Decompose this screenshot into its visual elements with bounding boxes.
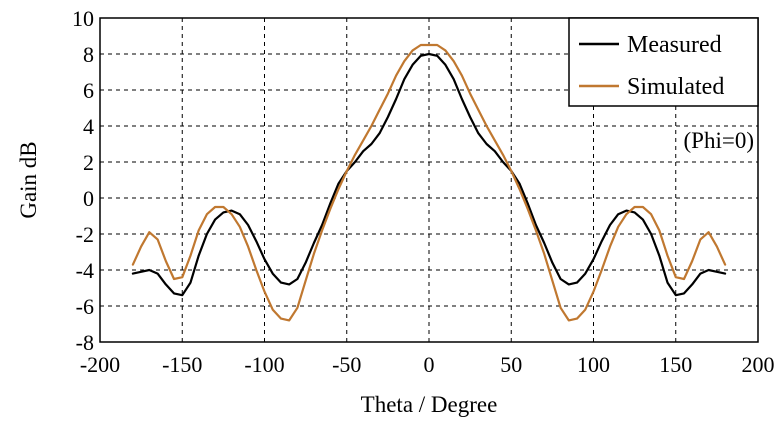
y-tick-label: 8 [83, 42, 94, 67]
x-tick-label: 100 [577, 352, 610, 377]
series-line-measured [131, 52, 727, 297]
x-tick-label: -50 [332, 352, 361, 377]
x-tick-label: 200 [742, 352, 775, 377]
series-line-simulated [131, 43, 727, 322]
plot-frame [99, 17, 759, 343]
tick-layer: -200 -150 -100 -50 0 50 100 150 200 -8 -6 -4 -2 0 2 4 6 8… [72, 6, 775, 377]
phi-annotation: (Phi=0) [684, 128, 754, 153]
x-tick-label: -150 [162, 352, 202, 377]
legend-label-measured: Measured [627, 32, 722, 58]
x-tick-label: 0 [424, 352, 435, 377]
legend-label-simulated: Simulated [627, 74, 724, 100]
grid-layer [100, 18, 758, 342]
series-layer [131, 43, 727, 322]
legend: Measured Simulated [568, 17, 759, 107]
y-tick-label: 4 [83, 114, 94, 139]
y-tick-label: -6 [76, 294, 94, 319]
y-tick-label: 0 [83, 186, 94, 211]
x-tick-label: 150 [659, 352, 692, 377]
y-tick-label: 2 [83, 150, 94, 175]
y-tick-label: -8 [76, 330, 94, 355]
x-tick-label: -100 [244, 352, 284, 377]
x-tick-label: -200 [80, 352, 120, 377]
x-axis-title: Theta / Degree [361, 392, 498, 417]
x-tick-label: 50 [500, 352, 522, 377]
y-tick-label: -2 [76, 222, 94, 247]
y-tick-label: -4 [76, 258, 94, 283]
y-tick-label: 10 [72, 6, 94, 31]
legend-box [568, 17, 759, 107]
y-axis-title: Gain dB [16, 141, 41, 218]
y-tick-label: 6 [83, 78, 94, 103]
